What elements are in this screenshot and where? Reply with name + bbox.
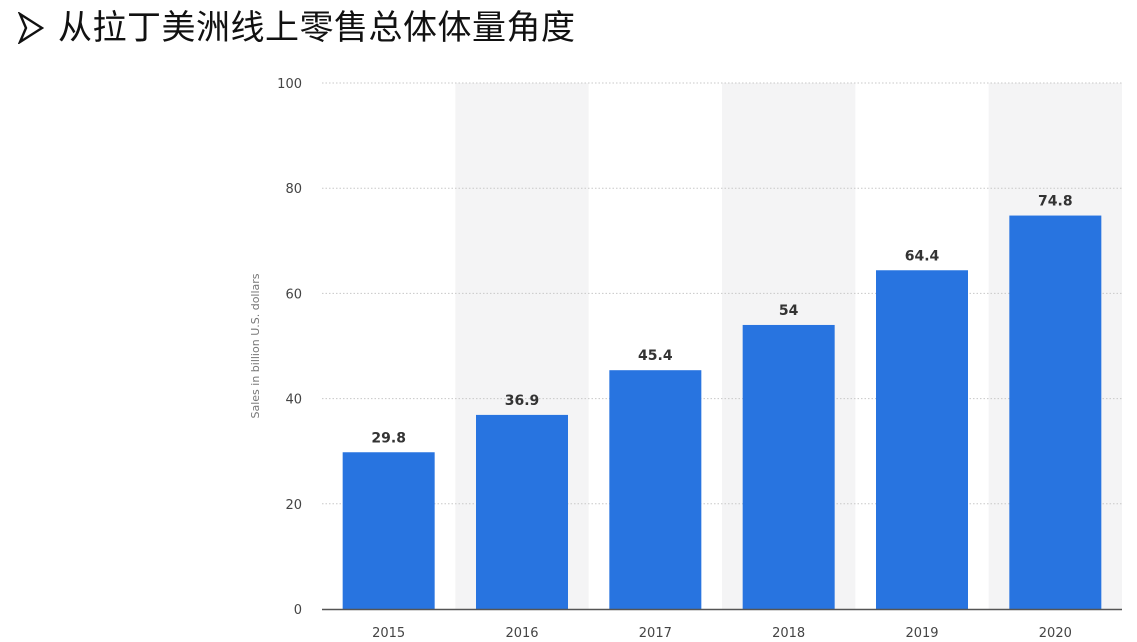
data-label-2020: 74.8 bbox=[1038, 194, 1073, 210]
bar-2019 bbox=[876, 270, 968, 609]
data-labels: 29.8 36.9 45.4 54 64.4 74.8 bbox=[371, 194, 1072, 447]
bar-2015 bbox=[342, 452, 435, 609]
x-tick-label-2015: 2015 bbox=[372, 626, 405, 641]
data-label-2016: 36.9 bbox=[505, 393, 540, 409]
bar-2020 bbox=[1009, 215, 1102, 609]
bar-2018 bbox=[742, 324, 835, 609]
y-tick-labels: 0 20 40 60 80 100 bbox=[277, 77, 302, 618]
data-label-2018: 54 bbox=[779, 303, 799, 319]
x-tick-label-2019: 2019 bbox=[905, 626, 938, 641]
y-tick-label: 100 bbox=[277, 77, 302, 92]
y-tick-label: 40 bbox=[285, 393, 302, 408]
y-axis-label: Sales in billion U.S. dollars bbox=[249, 273, 262, 418]
y-tick-label: 0 bbox=[294, 603, 302, 618]
x-tick-label-2016: 2016 bbox=[505, 626, 538, 641]
x-tick-label-2017: 2017 bbox=[639, 626, 672, 641]
bar-2016 bbox=[476, 414, 568, 609]
arrow-bullet-icon bbox=[18, 12, 44, 44]
data-label-2015: 29.8 bbox=[371, 430, 406, 446]
gridlines bbox=[322, 82, 1122, 505]
x-tick-label-2020: 2020 bbox=[1039, 626, 1072, 641]
y-tick-label: 60 bbox=[285, 287, 302, 302]
heading-text: 从拉丁美洲线上零售总体体量角度 bbox=[58, 8, 576, 48]
bar-2017 bbox=[609, 370, 702, 609]
y-tick-label: 20 bbox=[285, 498, 302, 513]
x-tick-labels: 2015 2016 2017 2018 2019 2020 bbox=[372, 626, 1072, 641]
x-tick-label-2018: 2018 bbox=[772, 626, 805, 641]
slide-heading: 从拉丁美洲线上零售总体体量角度 bbox=[18, 6, 576, 50]
data-label-2017: 45.4 bbox=[638, 348, 673, 364]
bars bbox=[342, 215, 1102, 609]
y-tick-label: 80 bbox=[285, 182, 302, 197]
data-label-2019: 64.4 bbox=[905, 248, 940, 264]
